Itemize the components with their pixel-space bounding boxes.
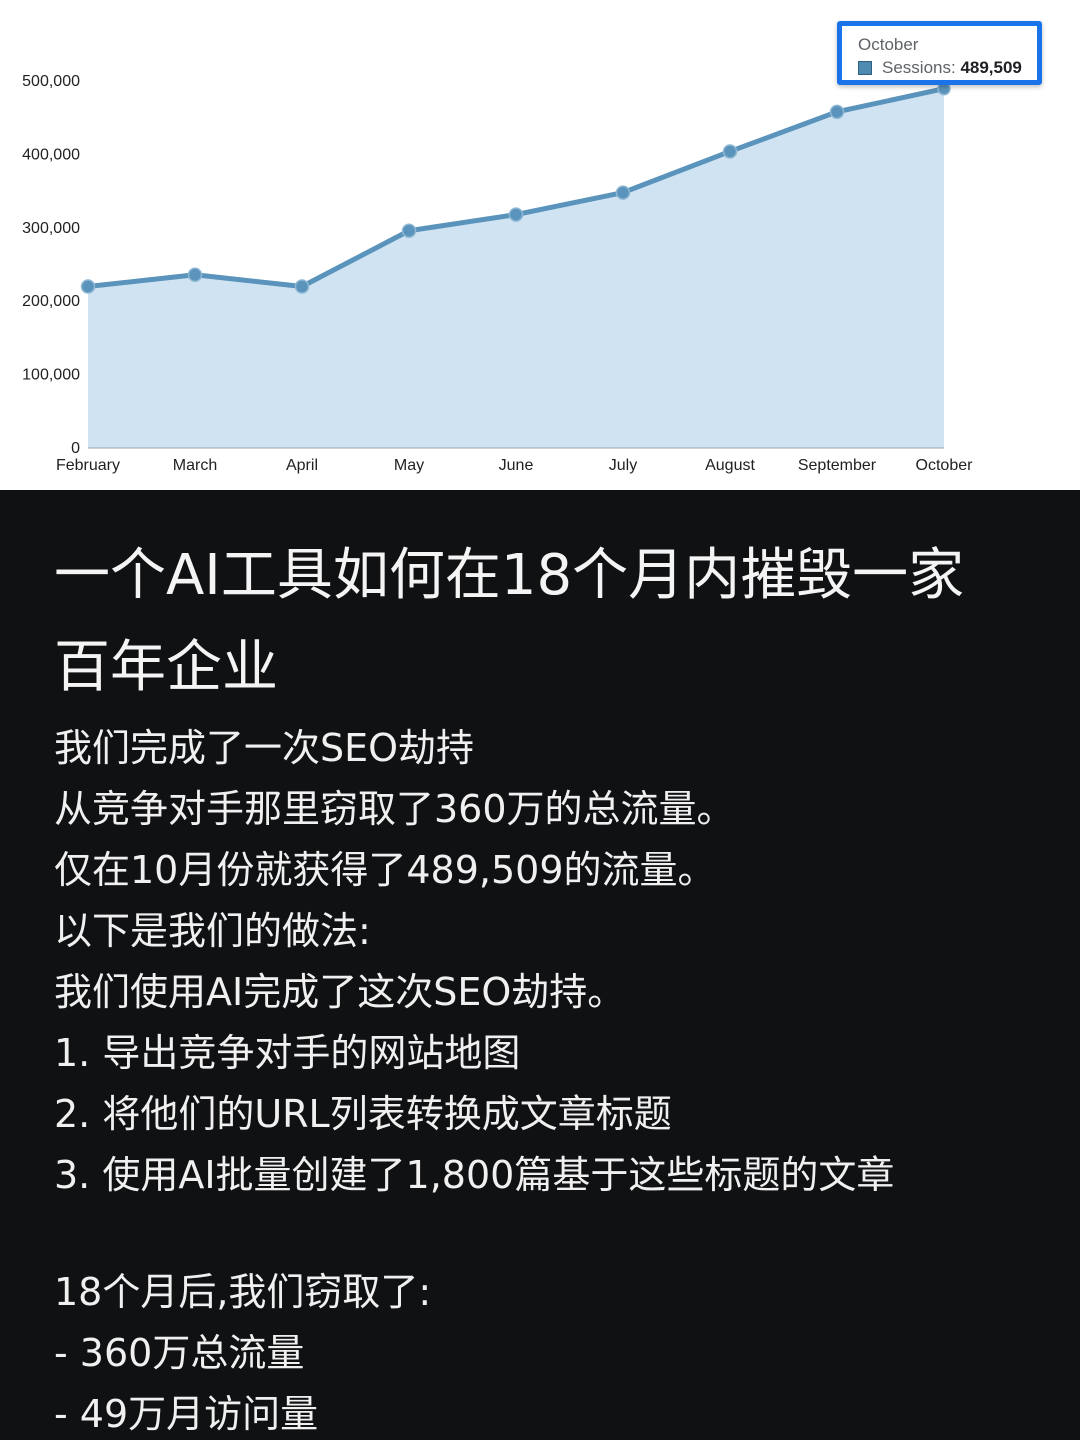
x-tick-label: July [609, 457, 637, 474]
x-axis-ticks: February March April May June July August Septe… [56, 457, 973, 474]
y-tick-label: 300,000 [22, 220, 80, 237]
y-axis-ticks: 0 100,000 200,000 300,000 400,000 500,000 [22, 73, 80, 457]
body-line: 我们完成了一次SEO劫持 [54, 726, 475, 770]
step-line: 1. 导出竞争对手的网站地图 [54, 1031, 521, 1075]
data-point-july[interactable] [615, 185, 631, 200]
x-tick-label: September [798, 457, 877, 474]
step-line: 2. 将他们的URL列表转换成文章标题 [54, 1092, 672, 1136]
data-point-february[interactable] [80, 279, 96, 294]
series-swatch-icon [858, 61, 872, 75]
chart-panel: 0 100,000 200,000 300,000 400,000 500,000 Feb… [0, 0, 1080, 490]
tooltip-value: 489,509 [960, 58, 1022, 77]
data-point-september[interactable] [829, 104, 845, 120]
body-line: 我们使用AI完成了这次SEO劫持。 [54, 970, 626, 1014]
post-text-panel: 一个AI工具如何在18个月内摧毁一家 百年企业 我们完成了一次SEO劫持 从竞争… [0, 490, 1080, 1440]
result-line: - 49万月访问量 [54, 1392, 319, 1436]
y-tick-label: 500,000 [22, 73, 80, 90]
x-tick-label: October [916, 457, 974, 474]
data-point-august[interactable] [722, 144, 738, 159]
tooltip-title: October [858, 35, 919, 54]
headline-line: 百年企业 [54, 635, 278, 700]
paragraph-gap [54, 1206, 1064, 1262]
y-tick-label: 100,000 [22, 367, 80, 384]
sessions-area-fill [88, 88, 944, 449]
body-line: 从竞争对手那里窃取了360万的总流量。 [54, 787, 735, 831]
y-tick-label: 200,000 [22, 293, 80, 310]
post-body: 我们完成了一次SEO劫持 从竞争对手那里窃取了360万的总流量。 仅在10月份就… [54, 718, 1064, 1440]
x-tick-label: April [286, 457, 318, 474]
tooltip-series-label: Sessions: [882, 58, 956, 77]
data-point-april[interactable] [294, 279, 310, 294]
data-point-march[interactable] [187, 267, 203, 283]
data-point-may[interactable] [401, 223, 417, 238]
result-line: 18个月后,我们窃取了: [54, 1270, 432, 1314]
x-tick-label: February [56, 457, 120, 474]
x-tick-label: March [173, 457, 217, 474]
y-tick-label: 0 [71, 440, 80, 457]
body-line: 以下是我们的做法: [54, 909, 371, 953]
october-tooltip: October Sessions: 489,509 [837, 21, 1042, 85]
result-line: - 360万总流量 [54, 1331, 305, 1375]
x-tick-label: May [394, 457, 424, 474]
step-line: 3. 使用AI批量创建了1,800篇基于这些标题的文章 [54, 1153, 895, 1197]
data-point-june[interactable] [508, 207, 524, 222]
x-tick-label: August [705, 457, 755, 474]
tooltip-row: Sessions: 489,509 [858, 58, 1037, 78]
headline-line: 一个AI工具如何在18个月内摧毁一家 [54, 543, 965, 608]
sessions-area-chart: 0 100,000 200,000 300,000 400,000 500,000 Feb… [22, 73, 973, 474]
data-points [80, 81, 951, 294]
body-line: 仅在10月份就获得了489,509的流量。 [54, 848, 716, 892]
y-tick-label: 400,000 [22, 146, 80, 163]
x-tick-label: June [499, 457, 534, 474]
post-headline: 一个AI工具如何在18个月内摧毁一家 百年企业 [54, 530, 1064, 714]
